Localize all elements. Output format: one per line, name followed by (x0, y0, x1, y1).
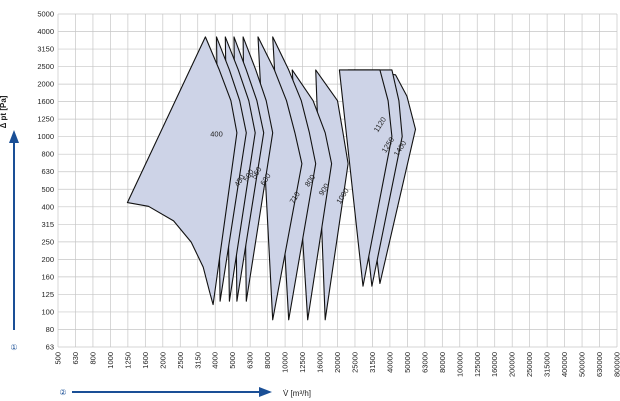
x-tick-label: 2000 (158, 352, 167, 369)
y-tick-label: 3150 (37, 45, 54, 54)
y-tick-label: 1000 (37, 132, 54, 141)
x-tick-label: 250000 (525, 352, 534, 377)
x-tick-label: 630000 (595, 352, 604, 377)
y-tick-label: 630 (41, 167, 54, 176)
x-tick-label: 400000 (560, 352, 569, 377)
x-tick-label: 3150 (193, 352, 202, 369)
fan-area-710 (257, 36, 303, 321)
y-tick-label: 315 (41, 220, 54, 229)
x-tick-label: 4000 (211, 352, 220, 369)
x-tick-label: 40000 (385, 352, 394, 373)
x-tick-label: 1600 (141, 352, 150, 369)
fan-area-1120 (338, 69, 393, 287)
x-tick-label: 800 (88, 352, 97, 365)
y-tick-label: 200 (41, 255, 54, 264)
x-tick-label: 6300 (246, 352, 255, 369)
x-axis-arrow (72, 387, 272, 397)
x-tick-label: 500 (54, 352, 63, 365)
x-tick-label: 16000 (316, 352, 325, 373)
y-axis-marker: ① (10, 343, 17, 352)
y-axis-arrow (9, 130, 19, 330)
x-axis-marker: ② (59, 388, 66, 397)
y-tick-label: 1600 (37, 97, 54, 106)
y-tick-label: 5000 (37, 10, 54, 19)
x-tick-label: 31500 (368, 352, 377, 373)
y-tick-labels: 63 80 100 125 160 200 250 315 400 500 630 800 1000 12… (37, 10, 54, 352)
y-tick-label: 1250 (37, 115, 54, 124)
x-tick-label: 10000 (281, 352, 290, 373)
y-tick-label: 800 (41, 150, 54, 159)
x-tick-label: 5000 (228, 352, 237, 369)
y-tick-label: 125 (41, 290, 54, 299)
y-tick-label: 100 (41, 307, 54, 316)
x-tick-label: 1250 (123, 352, 132, 369)
x-tick-label: 2500 (176, 352, 185, 369)
y-tick-label: 63 (46, 343, 54, 352)
x-tick-label: 8000 (263, 352, 272, 369)
y-tick-label: 160 (41, 272, 54, 281)
x-tick-label: 100000 (455, 352, 464, 377)
fan-area-400 (126, 36, 238, 306)
x-tick-label: 50000 (403, 352, 412, 373)
y-tick-label: 250 (41, 237, 54, 246)
y-tick-label: 2500 (37, 62, 54, 71)
y-tick-label: 500 (41, 185, 54, 194)
y-tick-label: 80 (46, 325, 54, 334)
fan-size-label: 400 (210, 130, 223, 139)
x-tick-label: 1000 (106, 352, 115, 369)
y-tick-label: 400 (41, 202, 54, 211)
x-tick-label: 800000 (613, 352, 620, 377)
x-tick-label: 20000 (333, 352, 342, 373)
x-tick-label: 125000 (473, 352, 482, 377)
x-tick-label: 315000 (543, 352, 552, 377)
fan-size-areas (126, 36, 417, 321)
x-axis-label: V̇ [m³/h] (283, 389, 311, 398)
x-tick-label: 160000 (490, 352, 499, 377)
x-tick-label: 80000 (438, 352, 447, 373)
x-tick-label: 500000 (578, 352, 587, 377)
x-tick-label: 25000 (350, 352, 359, 373)
y-tick-label: 4000 (37, 27, 54, 36)
x-tick-label: 63000 (420, 352, 429, 373)
y-axis-label: Δ pt [Pa] (0, 95, 8, 128)
x-tick-label: 200000 (508, 352, 517, 377)
x-tick-label: 630 (71, 352, 80, 365)
y-tick-label: 2000 (37, 80, 54, 89)
x-tick-labels: 500 630 800 1000 1250 1600 2000 2500 3150 4000 500… (54, 352, 620, 377)
x-tick-label: 12500 (298, 352, 307, 373)
